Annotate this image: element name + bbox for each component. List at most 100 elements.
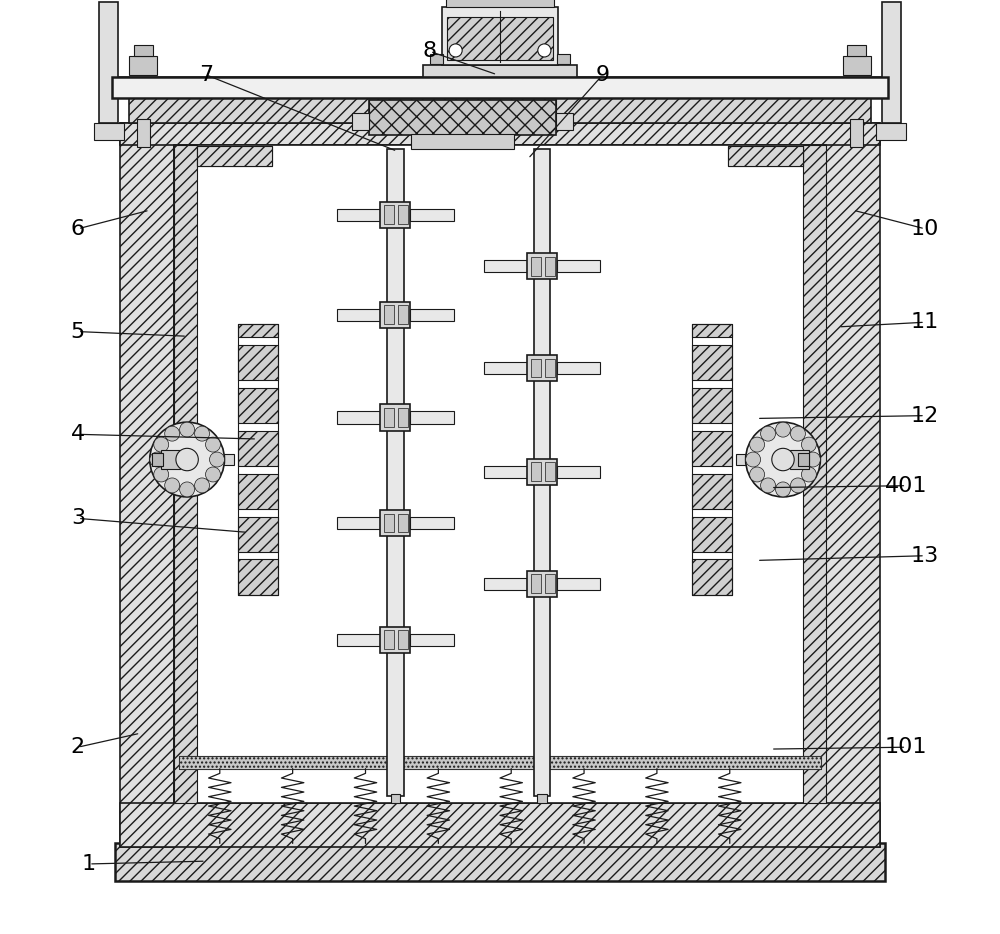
Circle shape xyxy=(801,467,816,482)
Bar xyxy=(337,633,380,646)
Bar xyxy=(398,408,408,427)
Bar xyxy=(531,462,541,481)
Text: 8: 8 xyxy=(423,41,437,62)
Bar xyxy=(527,355,557,381)
Bar xyxy=(411,134,514,149)
Circle shape xyxy=(206,437,220,452)
Text: 13: 13 xyxy=(911,545,939,566)
Bar xyxy=(238,559,278,595)
Circle shape xyxy=(761,478,776,493)
Bar xyxy=(384,630,394,649)
Bar xyxy=(179,756,821,769)
Circle shape xyxy=(165,478,180,493)
Bar xyxy=(398,630,408,649)
Bar xyxy=(527,253,557,279)
Bar xyxy=(850,119,863,147)
Text: 4: 4 xyxy=(71,424,85,445)
Bar xyxy=(843,56,871,75)
Bar xyxy=(692,324,732,595)
Bar xyxy=(337,308,380,320)
Circle shape xyxy=(195,426,210,441)
Bar xyxy=(384,514,394,532)
Bar xyxy=(129,98,871,123)
Bar xyxy=(197,146,272,166)
Bar xyxy=(537,794,547,803)
Circle shape xyxy=(154,467,169,482)
Bar xyxy=(369,100,556,135)
Bar xyxy=(545,462,555,481)
Text: 12: 12 xyxy=(911,405,939,426)
Bar xyxy=(692,517,732,552)
Bar xyxy=(179,756,821,769)
Bar xyxy=(423,65,577,77)
Bar xyxy=(484,577,527,590)
Bar xyxy=(410,633,454,646)
Bar xyxy=(798,453,809,466)
Bar xyxy=(410,517,454,529)
Bar xyxy=(847,45,866,56)
Circle shape xyxy=(772,448,794,471)
Circle shape xyxy=(776,422,790,437)
Bar xyxy=(531,359,541,377)
Circle shape xyxy=(176,448,198,471)
Bar xyxy=(484,260,527,272)
Bar xyxy=(238,474,278,509)
Bar xyxy=(380,510,410,536)
Bar xyxy=(410,208,454,220)
Bar xyxy=(692,431,732,466)
Bar xyxy=(398,305,408,324)
Circle shape xyxy=(746,452,761,467)
Circle shape xyxy=(195,478,210,493)
Circle shape xyxy=(165,426,180,441)
Circle shape xyxy=(154,437,169,452)
Circle shape xyxy=(790,426,805,441)
Bar xyxy=(120,803,880,847)
Circle shape xyxy=(538,44,551,57)
Bar xyxy=(692,474,732,509)
Bar xyxy=(728,146,803,166)
Text: 6: 6 xyxy=(71,219,85,239)
Bar xyxy=(238,324,278,337)
Bar xyxy=(197,146,272,166)
Bar xyxy=(337,411,380,423)
Circle shape xyxy=(449,44,462,57)
Bar xyxy=(447,17,553,60)
Bar xyxy=(99,2,118,123)
Text: 11: 11 xyxy=(911,312,939,333)
Bar xyxy=(337,208,380,220)
Bar xyxy=(736,454,792,465)
Circle shape xyxy=(805,452,820,467)
Bar xyxy=(557,54,570,64)
Bar xyxy=(545,359,555,377)
Bar xyxy=(238,388,278,423)
Bar xyxy=(556,113,573,130)
Circle shape xyxy=(750,467,765,482)
Bar xyxy=(134,45,153,56)
Bar xyxy=(174,145,197,803)
Circle shape xyxy=(790,478,805,493)
Circle shape xyxy=(750,437,765,452)
Bar xyxy=(112,77,888,98)
Bar xyxy=(380,202,410,228)
Bar xyxy=(391,794,400,803)
Bar xyxy=(484,466,527,477)
Bar xyxy=(882,2,901,123)
Bar xyxy=(484,361,527,374)
Bar xyxy=(120,123,174,847)
Bar xyxy=(545,257,555,276)
Bar xyxy=(557,361,600,374)
Text: 10: 10 xyxy=(911,219,939,239)
Text: 1: 1 xyxy=(82,854,96,874)
Text: 7: 7 xyxy=(199,64,213,85)
Bar xyxy=(790,450,809,469)
Bar xyxy=(728,146,803,166)
Bar xyxy=(384,205,394,224)
Circle shape xyxy=(801,437,816,452)
Bar xyxy=(803,145,826,803)
Bar xyxy=(115,843,885,881)
Bar xyxy=(238,324,278,595)
Bar xyxy=(531,574,541,593)
Bar xyxy=(557,577,600,590)
Bar xyxy=(692,324,732,337)
Circle shape xyxy=(776,482,790,497)
